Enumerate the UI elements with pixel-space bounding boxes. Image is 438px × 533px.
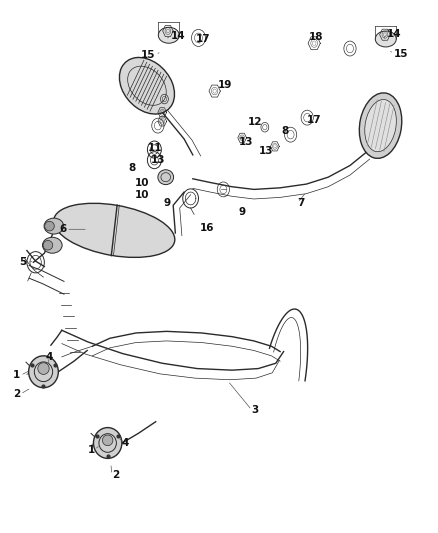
Ellipse shape <box>93 427 122 458</box>
Ellipse shape <box>38 363 49 374</box>
Text: 6: 6 <box>59 224 66 235</box>
Text: 15: 15 <box>141 50 155 60</box>
Text: 2: 2 <box>112 470 119 480</box>
Text: 10: 10 <box>134 190 149 200</box>
Text: 11: 11 <box>148 143 162 154</box>
Text: 16: 16 <box>199 223 214 233</box>
Text: 19: 19 <box>218 80 233 90</box>
Text: 2: 2 <box>13 389 20 399</box>
Text: 8: 8 <box>282 126 289 136</box>
Text: 9: 9 <box>164 198 171 208</box>
Ellipse shape <box>375 31 396 47</box>
Text: 14: 14 <box>171 31 186 41</box>
Text: 3: 3 <box>252 405 259 415</box>
Text: 7: 7 <box>297 198 305 208</box>
Ellipse shape <box>365 100 396 152</box>
Text: 13: 13 <box>239 136 253 147</box>
Text: 18: 18 <box>308 32 323 42</box>
Text: 12: 12 <box>248 117 263 127</box>
Text: 4: 4 <box>45 352 53 362</box>
Ellipse shape <box>359 93 402 158</box>
Text: 17: 17 <box>196 34 211 44</box>
Text: 14: 14 <box>387 29 402 39</box>
Text: 1: 1 <box>87 445 95 455</box>
Ellipse shape <box>45 221 54 231</box>
Ellipse shape <box>120 58 174 114</box>
Ellipse shape <box>158 169 173 184</box>
Ellipse shape <box>158 27 179 43</box>
Text: 9: 9 <box>239 207 246 217</box>
Ellipse shape <box>44 218 64 234</box>
Text: 13: 13 <box>151 155 166 165</box>
Text: 5: 5 <box>20 257 27 267</box>
Text: 1: 1 <box>13 370 20 381</box>
Ellipse shape <box>53 203 175 257</box>
Text: 13: 13 <box>259 146 274 156</box>
Text: 15: 15 <box>394 49 408 59</box>
Text: 8: 8 <box>129 163 136 173</box>
Ellipse shape <box>43 240 53 250</box>
Text: 4: 4 <box>121 438 129 448</box>
Ellipse shape <box>102 435 113 446</box>
Ellipse shape <box>42 237 62 253</box>
Text: 17: 17 <box>306 115 321 125</box>
Ellipse shape <box>28 356 58 387</box>
Text: 10: 10 <box>134 177 149 188</box>
